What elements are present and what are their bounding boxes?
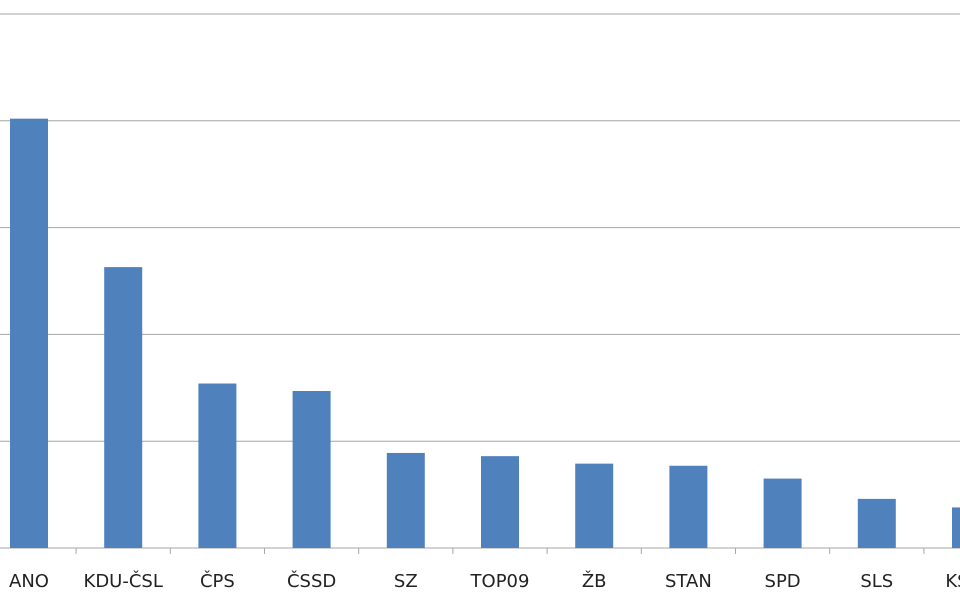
bar	[952, 507, 960, 548]
bar	[669, 465, 708, 548]
bar	[292, 391, 331, 548]
bar	[481, 456, 519, 548]
x-tick-label: ŽB	[582, 570, 607, 592]
x-tick-label: SZ	[394, 571, 418, 592]
x-tick-label: KDU-ČSL	[84, 570, 163, 592]
bar	[386, 452, 425, 548]
x-tick-label: ČPS	[200, 570, 235, 592]
bar	[763, 478, 802, 548]
bar	[198, 383, 237, 548]
x-tick-label: STAN	[665, 571, 712, 592]
x-tick-label: TOP09	[470, 571, 530, 592]
bar	[104, 267, 143, 548]
x-tick-label: ANO	[9, 571, 49, 592]
x-tick-label: ČSSD	[287, 570, 336, 592]
x-tick-label: SPD	[765, 571, 801, 592]
bar	[857, 498, 896, 548]
x-tick-label: KSČM	[945, 570, 960, 592]
bar	[575, 463, 614, 548]
x-tick-label: SLS	[860, 571, 893, 592]
bar	[10, 118, 48, 548]
